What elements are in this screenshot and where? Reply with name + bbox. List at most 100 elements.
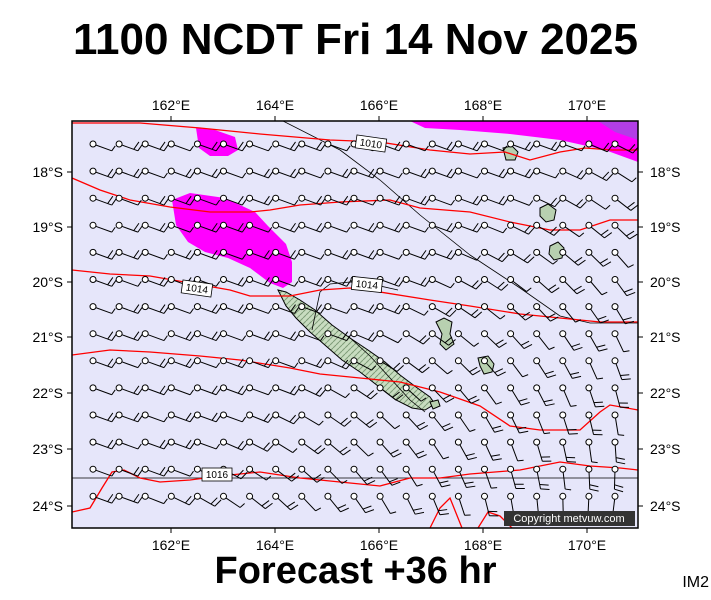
wind-barb-icon	[324, 492, 349, 513]
wind-barb-icon	[428, 357, 453, 375]
island-vanuatu-south-2	[548, 241, 565, 261]
isobar-1017	[429, 496, 463, 528]
wind-barb-icon	[89, 248, 118, 260]
svg-text:166°E: 166°E	[360, 537, 398, 553]
wind-barb-icon	[533, 194, 561, 208]
wind-barb-icon	[350, 221, 379, 233]
wind-barb-icon	[428, 140, 457, 152]
wind-barb-icon	[428, 248, 457, 260]
wind-barb-icon	[298, 140, 327, 152]
wind-barb-icon	[585, 140, 614, 153]
wind-barb-icon	[585, 303, 609, 324]
wind-barb-icon	[481, 167, 509, 179]
wind-barb-icon	[428, 276, 455, 289]
wind-barb-icon	[533, 303, 559, 322]
wind-barb-icon	[611, 438, 626, 465]
wind-barb-icon	[611, 330, 630, 353]
wind-barb-icon	[141, 492, 168, 505]
wind-barb-icon	[376, 411, 401, 430]
svg-text:24°S: 24°S	[650, 498, 681, 514]
wind-barb-icon	[246, 140, 273, 152]
wind-barb-icon	[376, 303, 405, 315]
wind-barb-icon	[220, 303, 248, 314]
wind-barb-icon	[454, 248, 481, 261]
forecast-label: Forecast +36 hr	[214, 550, 497, 592]
wind-barb-icon	[298, 248, 325, 260]
wind-barb-icon	[272, 384, 301, 396]
wind-barb-icon	[376, 438, 402, 458]
svg-text:18°S: 18°S	[650, 164, 681, 180]
wind-barb-icon	[454, 357, 481, 376]
wind-barb-icon	[350, 411, 378, 428]
wind-barb-icon	[481, 140, 508, 152]
wind-barb-icon	[481, 330, 507, 348]
wind-barb-icon	[402, 465, 423, 487]
wind-barb-icon	[481, 465, 498, 489]
wind-barb-icon	[559, 411, 578, 435]
wind-barb-icon	[402, 384, 427, 402]
wind-barb-icon	[193, 411, 222, 423]
wind-barb-icon	[376, 248, 403, 260]
wind-barb-icon	[115, 276, 142, 287]
wind-barb-icon	[533, 465, 550, 490]
wind-barb-icon	[89, 303, 116, 314]
wind-barb-icon	[454, 303, 483, 319]
island-isle-of-pines	[429, 399, 441, 410]
wind-barb-icon	[272, 194, 299, 206]
wind-barb-icon	[559, 303, 582, 323]
wind-barb-icon	[141, 248, 168, 260]
lon-label-168: 168°E	[464, 97, 502, 113]
wind-barb-icon	[507, 194, 534, 206]
page-title: 1100 NCDT Fri 14 Nov 2025	[73, 15, 638, 64]
wind-barb-icon	[89, 221, 116, 233]
wind-barb-icon	[428, 492, 449, 516]
wind-barb-icon	[324, 167, 353, 179]
wind-barb-icon	[324, 384, 350, 399]
wind-barb-icon	[402, 411, 428, 431]
wind-barb-icon	[533, 384, 555, 407]
wind-barb-icon	[533, 167, 560, 179]
wind-barb-icon	[350, 492, 375, 514]
lat-axis-left: 18°S 19°S 20°S 21°S 22°S 23°S 24°S	[32, 164, 72, 514]
boundary-lines	[72, 121, 638, 479]
wind-barb-icon	[481, 221, 508, 234]
wind-barb-icon	[559, 221, 585, 238]
wind-barb-icon	[272, 248, 301, 260]
wind-barb-icon	[89, 140, 116, 152]
wind-barb-icon	[246, 330, 274, 342]
svg-text:21°S: 21°S	[650, 329, 681, 345]
isobar-label-1014-left: 1014	[180, 279, 214, 298]
wind-barb-icon	[89, 194, 118, 206]
wind-barb-icon	[376, 465, 401, 486]
wind-barb-icon	[167, 303, 194, 314]
wind-barb-icon	[246, 303, 273, 314]
svg-text:170°E: 170°E	[568, 537, 606, 553]
wind-barb-icon	[559, 330, 583, 351]
wind-barb-icon	[585, 411, 603, 436]
wind-barb-icon	[402, 248, 431, 260]
lon-label-164: 164°E	[256, 97, 294, 113]
wind-barb-icon	[507, 411, 529, 434]
wind-barb-icon	[376, 167, 403, 179]
wind-barb-icon	[141, 167, 168, 179]
wind-barb-icon	[193, 303, 222, 314]
wind-barb-icon	[193, 384, 222, 396]
wind-barb-icon	[533, 221, 561, 236]
wind-barb-icon	[585, 167, 614, 181]
wind-barb-icon	[324, 411, 352, 427]
wind-barb-icon	[507, 276, 532, 292]
lat-label-18: 18°S	[32, 164, 63, 180]
wind-barb-icon	[454, 384, 480, 404]
lon-axis-top: 162°E 164°E 166°E 168°E 170°E	[152, 97, 606, 121]
wind-barb-icon	[220, 384, 248, 396]
wind-barb-icon	[115, 438, 142, 450]
wind-barb-icon	[193, 492, 222, 507]
wind-barb-icon	[272, 140, 301, 152]
wind-barb-icon	[402, 194, 431, 206]
wind-barb-icon	[272, 167, 301, 179]
wind-barb-icon	[141, 221, 170, 233]
wind-barb-icon	[533, 276, 560, 294]
lat-label-24: 24°S	[32, 498, 63, 514]
precip-area-top-right	[410, 121, 638, 162]
